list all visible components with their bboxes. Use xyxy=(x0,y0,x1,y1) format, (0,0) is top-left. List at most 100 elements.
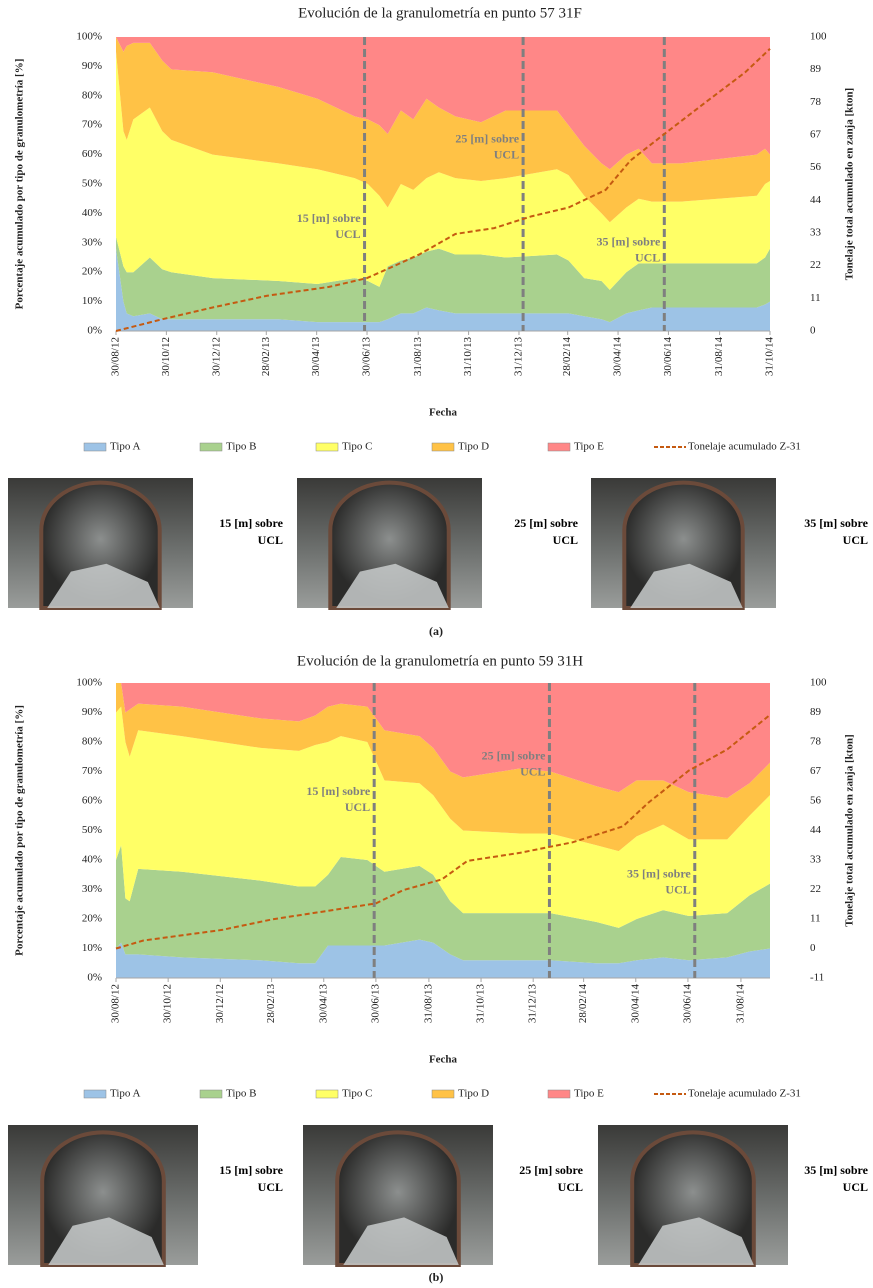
x-tick-label: 30/06/14 xyxy=(681,984,693,1024)
y-tick-label: 10% xyxy=(82,942,102,954)
photo-rocks xyxy=(48,1217,164,1265)
legend-label: Tipo E xyxy=(574,1088,604,1100)
legend-swatch xyxy=(315,442,339,452)
y-tick-label: 20% xyxy=(82,266,102,278)
y-tick-label: 50% xyxy=(82,178,102,190)
y-tick-label: 0% xyxy=(87,325,102,337)
photo-rocks xyxy=(336,563,449,608)
photo-caption: UCL xyxy=(843,533,868,547)
y2-tick-label: 89 xyxy=(810,63,822,75)
area xyxy=(116,939,770,978)
legend-label: Tipo B xyxy=(226,1088,256,1100)
x-tick-label: 31/10/13 xyxy=(475,984,487,1024)
legend-swatch xyxy=(547,1089,571,1099)
photo-caption: UCL xyxy=(553,533,578,547)
y2-axis-title: Tonelaje total acumulado en zanja [kton] xyxy=(844,88,856,280)
legend-label: Tonelaje acumulado Z-31 xyxy=(688,441,801,453)
x-tick-label: 30/06/13 xyxy=(361,337,373,377)
legend-label: Tipo B xyxy=(226,441,256,453)
y2-tick-label: 67 xyxy=(810,129,822,141)
x-axis-title: Fecha xyxy=(429,1054,458,1066)
y2-tick-label: 0 xyxy=(810,942,816,954)
y-tick-label: 10% xyxy=(82,295,102,307)
photo-rocks xyxy=(343,1217,459,1265)
x-tick-label: 28/02/13 xyxy=(260,337,272,377)
x-tick-label: 30/04/13 xyxy=(310,337,322,377)
photo-rocks xyxy=(47,563,160,608)
y2-tick-label: -11 xyxy=(810,972,824,984)
x-tick-label: 30/04/14 xyxy=(612,337,624,377)
x-tick-label: 31/08/13 xyxy=(422,984,434,1024)
y2-tick-label: 11 xyxy=(810,292,821,304)
x-tick-label: 31/12/13 xyxy=(513,337,525,377)
line xyxy=(115,714,771,950)
y2-tick-label: 78 xyxy=(810,96,822,108)
y2-tick-label: 0 xyxy=(810,325,816,337)
y2-tick-label: 100 xyxy=(810,31,827,43)
annotation: UCL xyxy=(494,148,519,162)
photo-caption: UCL xyxy=(843,1180,868,1194)
x-tick-label: 30/12/12 xyxy=(210,337,222,376)
y-tick-label: 50% xyxy=(82,824,102,836)
y2-tick-label: 33 xyxy=(810,854,822,866)
area xyxy=(116,37,770,223)
y-tick-label: 0% xyxy=(87,972,102,984)
legend-swatch xyxy=(431,1089,455,1099)
legend-label: Tipo C xyxy=(342,1088,372,1100)
y2-tick-label: 89 xyxy=(810,706,822,718)
photo-caption: 15 [m] sobre xyxy=(219,1163,283,1177)
photo-caption: 15 [m] sobre xyxy=(219,516,283,530)
x-tick-label: 30/12/12 xyxy=(214,984,226,1023)
x-tick-label: 30/08/12 xyxy=(110,984,122,1023)
y-tick-label: 100% xyxy=(76,31,102,43)
legend-label: Tipo C xyxy=(342,441,372,453)
y-axis-title: Porcentaje acumulado por tipo de granulo… xyxy=(14,705,26,956)
y-tick-label: 80% xyxy=(82,736,102,748)
legend-label: Tipo A xyxy=(110,441,141,453)
y-tick-label: 70% xyxy=(82,765,102,777)
y2-tick-label: 67 xyxy=(810,765,822,777)
x-tick-label: 30/06/14 xyxy=(662,337,674,377)
y-tick-label: 30% xyxy=(82,883,102,895)
photo-caption: 25 [m] sobre xyxy=(519,1163,583,1177)
x-tick-label: 31/08/13 xyxy=(412,337,424,377)
x-tick-label: 31/10/14 xyxy=(764,337,776,377)
legend-swatch xyxy=(199,1089,223,1099)
y-tick-label: 20% xyxy=(82,913,102,925)
figure-caption: (a) xyxy=(429,624,443,638)
y2-tick-label: 100 xyxy=(810,677,827,689)
area xyxy=(116,37,770,170)
legend-swatch xyxy=(431,442,455,452)
y-tick-label: 60% xyxy=(82,148,102,160)
photo-rocks xyxy=(630,563,743,608)
y2-axis-title: Tonelaje total acumulado en zanja [kton] xyxy=(844,734,856,926)
y-tick-label: 90% xyxy=(82,60,102,72)
y2-tick-label: 11 xyxy=(810,913,821,925)
photo-caption: UCL xyxy=(258,1180,283,1194)
y-axis-title: Porcentaje acumulado por tipo de granulo… xyxy=(14,59,26,310)
y-tick-label: 40% xyxy=(82,207,102,219)
x-tick-label: 31/12/13 xyxy=(527,984,539,1024)
area xyxy=(116,51,770,290)
y2-tick-label: 22 xyxy=(810,883,821,895)
area xyxy=(116,706,770,928)
annotation: UCL xyxy=(345,800,370,814)
legend-swatch xyxy=(547,442,571,452)
y-tick-label: 80% xyxy=(82,89,102,101)
y-tick-label: 100% xyxy=(76,677,102,689)
x-tick-label: 30/04/13 xyxy=(317,984,329,1024)
legend-label: Tonelaje acumulado Z-31 xyxy=(688,1088,801,1100)
x-tick-label: 28/02/14 xyxy=(561,337,573,377)
y-tick-label: 40% xyxy=(82,854,102,866)
annotation: 25 [m] sobre xyxy=(455,132,519,146)
area xyxy=(116,845,770,964)
annotation: 35 [m] sobre xyxy=(597,235,661,249)
y2-tick-label: 56 xyxy=(810,795,822,807)
photo-rocks xyxy=(638,1217,754,1265)
area xyxy=(116,683,770,852)
x-tick-label: 30/08/12 xyxy=(110,337,122,376)
annotation: UCL xyxy=(635,251,660,265)
x-tick-label: 30/10/12 xyxy=(162,984,174,1023)
photo-caption: UCL xyxy=(258,533,283,547)
x-tick-label: 30/10/12 xyxy=(160,337,172,376)
